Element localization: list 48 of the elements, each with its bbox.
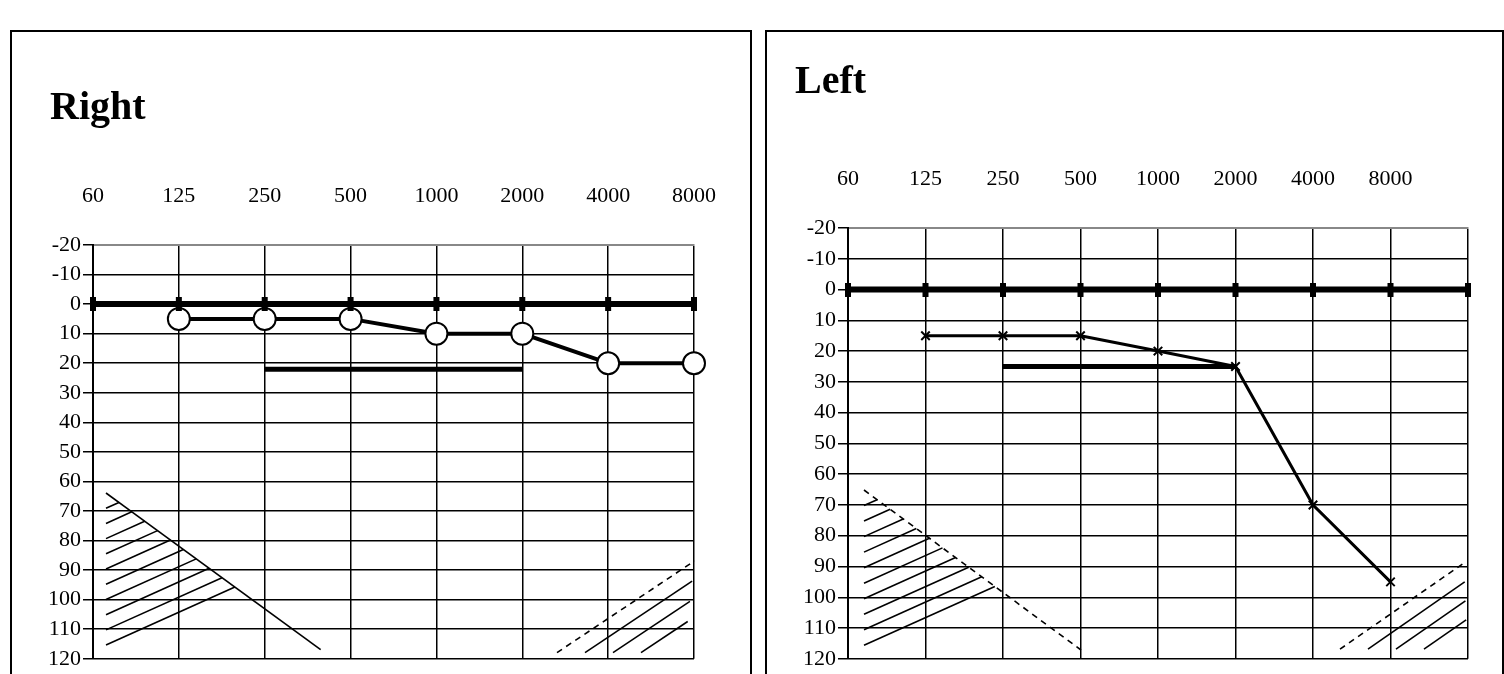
y-tick-label: 80: [59, 526, 81, 552]
y-tick-label: 60: [59, 467, 81, 493]
y-tick-label: 10: [59, 319, 81, 345]
y-tick-label: 20: [59, 349, 81, 375]
y-tick-label: 90: [814, 552, 836, 578]
y-tick-label: 100: [48, 585, 81, 611]
x-tick-label: 8000: [672, 181, 716, 207]
x-tick-label: 1000: [1136, 164, 1180, 190]
x-tick-label: 2000: [1213, 164, 1258, 190]
y-tick-label: 60: [814, 459, 836, 485]
x-tick-label: 125: [162, 181, 196, 207]
chart-title: Left: [795, 56, 867, 103]
y-tick-label: -20: [806, 213, 836, 239]
x-tick-label: 250: [248, 181, 282, 207]
y-tick-label: 110: [48, 615, 81, 641]
y-tick-label: 70: [59, 496, 81, 522]
x-tick-label: 250: [986, 164, 1020, 190]
y-tick-label: 40: [59, 408, 81, 434]
y-tick-label: 120: [48, 644, 81, 670]
y-tick-label: 30: [59, 378, 81, 404]
y-tick-label: 10: [814, 306, 836, 332]
x-tick-label: 60: [837, 164, 859, 190]
y-tick-label: 120: [803, 644, 836, 670]
x-tick-label: 8000: [1368, 164, 1413, 190]
x-tick-label: 4000: [1291, 164, 1335, 190]
y-tick-label: 80: [814, 521, 836, 547]
y-tick-label: 20: [814, 336, 836, 362]
x-tick-label: 4000: [586, 181, 631, 207]
y-tick-label: 30: [814, 367, 836, 393]
y-tick-label: 100: [803, 583, 836, 609]
y-tick-label: 0: [825, 275, 836, 301]
x-tick-label: 500: [334, 181, 368, 207]
y-tick-label: 0: [70, 289, 81, 315]
x-tick-label: 1000: [414, 181, 459, 207]
y-tick-label: 70: [814, 490, 836, 516]
x-tick-label: 2000: [500, 181, 545, 207]
x-tick-label: 125: [909, 164, 942, 190]
y-tick-label: 50: [814, 429, 836, 455]
y-tick-label: 90: [59, 555, 81, 581]
y-tick-label: -20: [51, 230, 81, 256]
chart-title: Right: [50, 82, 146, 129]
y-tick-label: 50: [59, 437, 81, 463]
x-tick-label: 500: [1064, 164, 1097, 190]
x-tick-label: 60: [82, 181, 104, 207]
y-tick-label: -10: [806, 244, 836, 270]
y-tick-label: 40: [814, 398, 836, 424]
y-tick-label: -10: [51, 260, 81, 286]
y-tick-label: 110: [803, 613, 836, 639]
